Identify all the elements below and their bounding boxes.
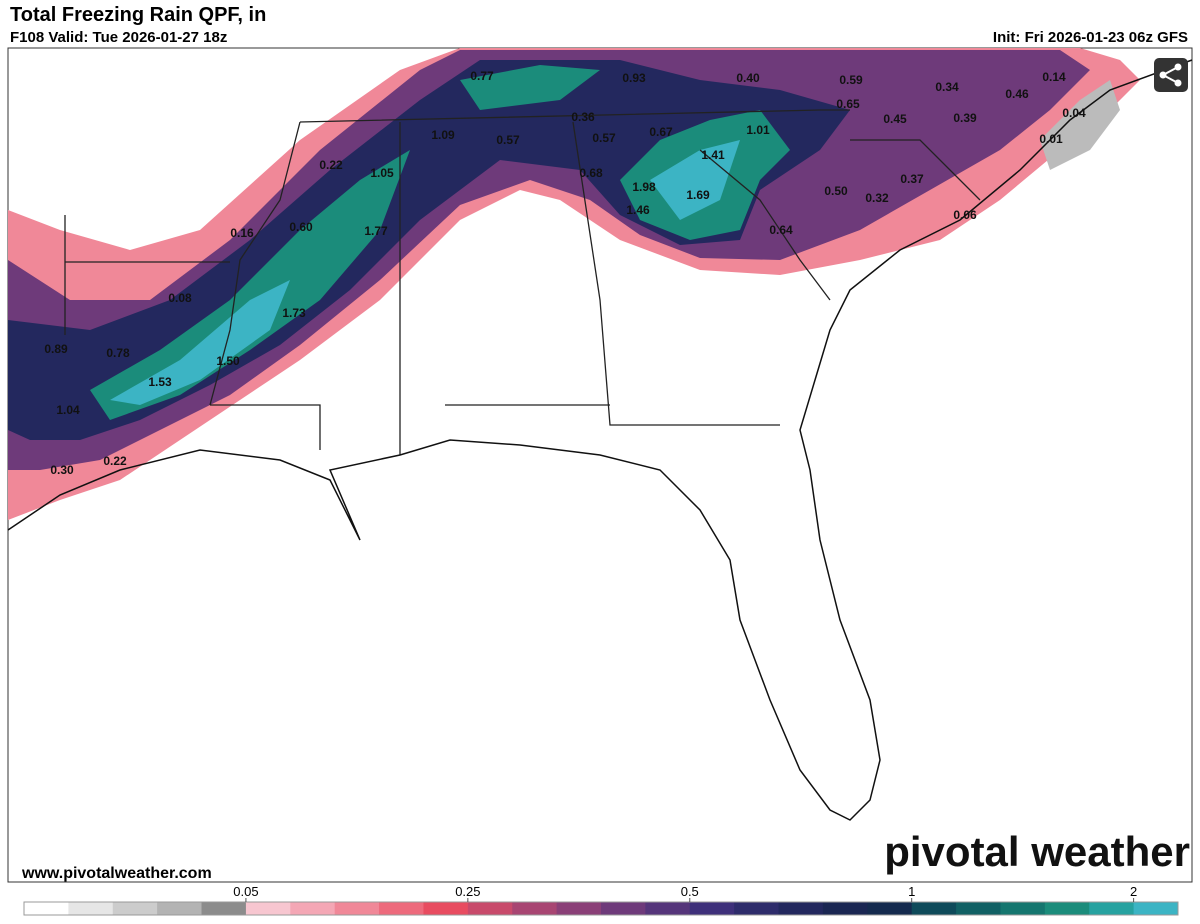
colorbar-swatch <box>1000 902 1046 915</box>
colorbar-swatch <box>1089 902 1135 915</box>
state-line <box>64 215 230 335</box>
qpf-label: 0.59 <box>839 73 863 87</box>
qpf-label: 0.16 <box>230 226 254 240</box>
colorbar-swatch <box>556 902 602 915</box>
colorbar-swatch <box>68 902 114 915</box>
precip-field <box>8 48 1140 520</box>
qpf-label: 1.53 <box>148 375 172 389</box>
qpf-label: 0.60 <box>289 220 313 234</box>
colorbar-swatch <box>157 902 203 915</box>
colorbar-swatch <box>467 902 513 915</box>
state-line <box>850 139 981 201</box>
qpf-label: 0.22 <box>319 158 343 172</box>
colorbar-swatch <box>956 902 1001 915</box>
qpf-label: 1.50 <box>216 354 240 368</box>
coastline <box>7 59 1193 821</box>
qpf-label: 0.93 <box>622 71 646 85</box>
colorbar: 0.05 0.25 0.5 1 2 <box>23 884 1179 916</box>
qpf-label: 0.37 <box>900 172 924 186</box>
qpf-label: 1.69 <box>686 188 710 202</box>
share-link <box>1162 66 1179 84</box>
share-button[interactable] <box>1154 58 1188 92</box>
qpf-label: 1.77 <box>364 224 388 238</box>
river-border <box>209 121 301 406</box>
qpf-label: 0.67 <box>649 125 673 139</box>
colorbar-swatch <box>112 902 158 915</box>
valid-time: F108 Valid: Tue 2026-01-27 18z <box>10 29 228 46</box>
qpf-label: 0.89 <box>44 342 68 356</box>
qpf-label: 1.05 <box>370 166 394 180</box>
colorbar-swatch <box>334 902 380 915</box>
qpf-label: 0.06 <box>953 208 977 222</box>
colorbar-swatch <box>911 902 957 915</box>
qpf-label: 0.50 <box>824 184 848 198</box>
colorbar-swatch <box>822 902 868 915</box>
qpf-label: 1.41 <box>701 148 725 162</box>
qpf-label: 0.39 <box>953 111 977 125</box>
qpf-label: 1.73 <box>282 306 306 320</box>
website: www.pivotalweather.com <box>21 865 212 882</box>
qpf-label: 0.04 <box>1062 106 1086 120</box>
qpf-label: 0.32 <box>865 191 889 205</box>
state-line <box>299 109 850 123</box>
qpf-label: 1.98 <box>632 180 656 194</box>
colorbar-label: 1 <box>908 884 915 899</box>
qpf-label: 1.09 <box>431 128 455 142</box>
state-line <box>699 149 831 301</box>
colorbar-label: 0.05 <box>233 884 258 899</box>
qpf-label: 0.64 <box>769 223 793 237</box>
colorbar-swatch <box>379 902 424 915</box>
qpf-label: 0.78 <box>106 346 130 360</box>
qpf-label: 0.14 <box>1042 70 1066 84</box>
qpf-label: 1.04 <box>56 403 80 417</box>
state-line <box>210 404 321 450</box>
colorbar-swatch <box>423 902 469 915</box>
share-icon[interactable] <box>1154 58 1188 92</box>
colorbar-swatch <box>1044 902 1090 915</box>
qpf-label: 0.57 <box>496 133 520 147</box>
qpf-label: 0.36 <box>571 110 595 124</box>
qpf-label: 0.57 <box>592 131 616 145</box>
qpf-label: 0.77 <box>470 69 494 83</box>
qpf-label: 0.68 <box>579 166 603 180</box>
qpf-label: 1.46 <box>626 203 650 217</box>
colorbar-swatch <box>1133 902 1179 915</box>
colorbar-swatch <box>867 902 913 915</box>
colorbar-swatch <box>24 902 69 915</box>
map-title: Total Freezing Rain QPF, in <box>10 4 267 26</box>
colorbar-swatch <box>689 902 735 915</box>
qpf-label: 1.01 <box>746 123 770 137</box>
colorbar-swatch <box>512 902 558 915</box>
logo: pivotal weather <box>884 828 1190 875</box>
qpf-label: 0.01 <box>1039 132 1063 146</box>
colorbar-swatch <box>778 902 824 915</box>
point-labels: 0.77 0.93 0.40 0.59 0.34 0.14 0.46 0.65 0.45 0.39… <box>44 69 1086 477</box>
qpf-label: 0.34 <box>935 80 959 94</box>
band-max <box>110 140 740 405</box>
band-grey <box>1040 80 1120 170</box>
qpf-label: 0.46 <box>1005 87 1029 101</box>
colorbar-swatch <box>245 902 291 915</box>
colorbar-label: 2 <box>1130 884 1137 899</box>
qpf-label: 0.65 <box>836 97 860 111</box>
qpf-label: 0.40 <box>736 71 760 85</box>
state-line <box>572 121 780 426</box>
qpf-label: 0.22 <box>103 454 127 468</box>
colorbar-swatch <box>734 902 780 915</box>
colorbar-swatch <box>290 902 336 915</box>
colorbar-label: 0.5 <box>681 884 699 899</box>
colorbar-border <box>23 901 1179 916</box>
qpf-label: 0.30 <box>50 463 74 477</box>
colorbar-label: 0.25 <box>455 884 480 899</box>
colorbar-swatch <box>601 902 646 915</box>
state-borders <box>64 109 981 455</box>
band-mid <box>8 50 1090 470</box>
init-time: Init: Fri 2026-01-23 06z GFS <box>992 29 1188 46</box>
qpf-label: 0.45 <box>883 112 907 126</box>
colorbar-swatch <box>201 902 247 915</box>
qpf-label: 0.08 <box>168 291 192 305</box>
colorbar-swatch <box>645 902 691 915</box>
